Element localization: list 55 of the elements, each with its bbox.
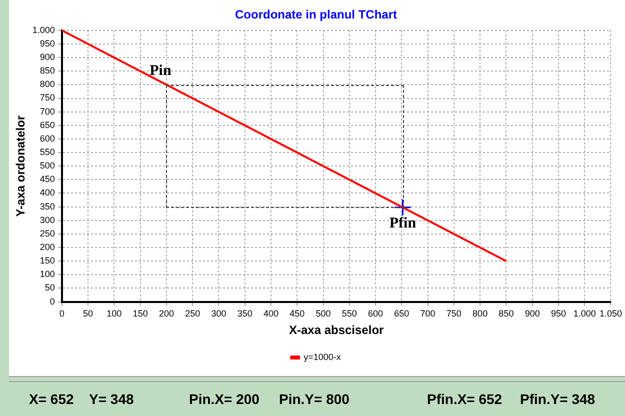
- y-tick-label: 550: [40, 147, 55, 158]
- y-tick-label: 50: [44, 282, 55, 293]
- y-tick-label: 450: [40, 174, 55, 184]
- x-tick-label: 200: [158, 308, 174, 319]
- x-tick-label: 600: [368, 308, 384, 319]
- y-tick-label: 750: [40, 92, 55, 103]
- x-tick-label: 1.000: [573, 308, 596, 319]
- y-tick-label: 200: [40, 242, 55, 252]
- x-axis-title: X-axa absciselor: [288, 323, 384, 338]
- y-tick-label: 0: [50, 296, 55, 306]
- x-tick-label: 850: [498, 308, 514, 319]
- y-tick-label: 100: [40, 269, 55, 280]
- y-tick-label: 1.000: [32, 24, 55, 35]
- annotation: Pfin: [389, 216, 417, 232]
- y-tick-label: 700: [40, 106, 55, 116]
- x-tick-label: 150: [132, 308, 148, 319]
- text: Pfin.X= 652: [427, 391, 502, 407]
- x-tick-label: 500: [316, 308, 331, 319]
- y-axis-title: Y-axa ordonatelor: [14, 115, 28, 217]
- annotation: Pin: [150, 63, 172, 80]
- x-tick-label: 100: [106, 308, 122, 319]
- y-tick-label: 250: [40, 228, 55, 238]
- x-tick-label: 800: [472, 308, 488, 319]
- y-tick-label: 600: [40, 133, 55, 144]
- x-tick-label: 50: [83, 308, 94, 319]
- x-tick-label: 700: [420, 308, 436, 319]
- legend-label: y=1000-x: [304, 352, 342, 362]
- y-tick-label: 150: [40, 256, 55, 266]
- text: Pin.X= 200: [189, 391, 260, 407]
- y-tick-label: 950: [40, 38, 55, 48]
- x-tick-label: 900: [524, 308, 540, 319]
- chart-title: Coordonate in planul TChart: [235, 8, 397, 22]
- text: Pfin.Y= 348: [520, 391, 596, 407]
- x-tick-label: 550: [342, 308, 357, 319]
- y-tick-label: 400: [40, 188, 55, 198]
- y-tick-label: 300: [40, 214, 55, 225]
- x-tick-label: 650: [394, 308, 410, 319]
- y-tick-label: 900: [40, 52, 55, 62]
- y-tick-label: 500: [40, 160, 55, 171]
- y-tick-label: 650: [40, 120, 55, 130]
- text: Pin.Y= 800: [279, 391, 350, 407]
- text: X= 652: [29, 391, 74, 407]
- x-tick-label: 400: [263, 308, 279, 319]
- x-tick-label: 250: [185, 308, 200, 319]
- y-tick-label: 800: [40, 79, 55, 90]
- x-tick-label: 950: [550, 308, 566, 319]
- x-tick-label: 300: [211, 308, 226, 319]
- x-tick-label: 750: [446, 308, 462, 319]
- x-tick-label: 350: [237, 308, 252, 319]
- x-tick-label: 0: [59, 308, 64, 319]
- text: Y= 348: [89, 391, 134, 407]
- y-tick-label: 350: [40, 201, 55, 212]
- x-tick-label: 1.050: [599, 308, 622, 319]
- y-tick-label: 850: [40, 66, 55, 76]
- x-tick-label: 450: [290, 308, 305, 319]
